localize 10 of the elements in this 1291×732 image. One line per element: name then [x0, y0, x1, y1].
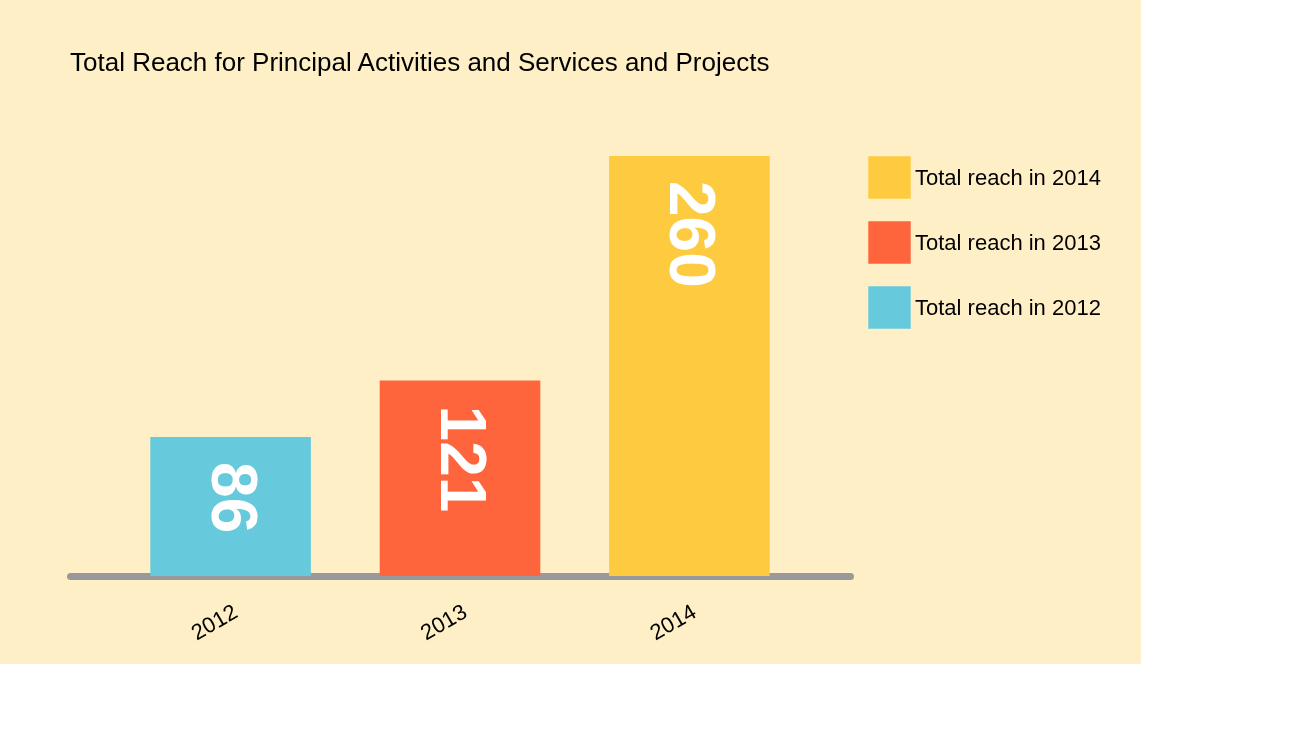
data-label: 260 [656, 181, 729, 288]
chart-title: Total Reach for Principal Activities and Services and Projects [70, 47, 770, 77]
data-label: 121 [427, 405, 499, 513]
x-tick-label: 2014 [645, 598, 701, 646]
legend-label: Total reach in 2012 [915, 294, 1101, 320]
x-tick-label: 2012 [186, 598, 242, 646]
legend-label: Total reach in 2014 [915, 164, 1101, 190]
x-tick-label: 2013 [416, 598, 471, 646]
legend-label: Total reach in 2013 [915, 229, 1101, 255]
data-label: 86 [197, 462, 270, 534]
